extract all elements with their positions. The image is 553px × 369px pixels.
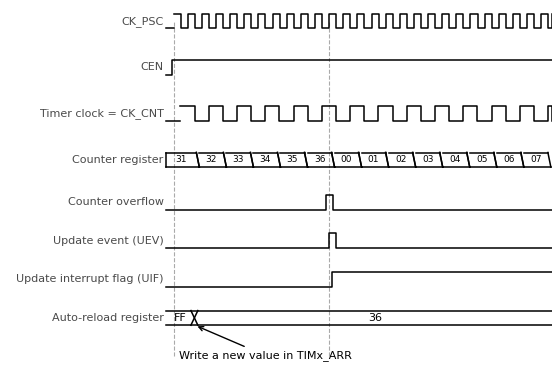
Text: CK_PSC: CK_PSC (121, 15, 164, 27)
Text: 02: 02 (395, 155, 406, 164)
Text: 07: 07 (530, 155, 541, 164)
Text: 05: 05 (476, 155, 488, 164)
Text: 00: 00 (341, 155, 352, 164)
Text: 34: 34 (260, 155, 271, 164)
Text: 04: 04 (449, 155, 461, 164)
Text: 36: 36 (368, 313, 382, 323)
Text: 01: 01 (368, 155, 379, 164)
Text: 31: 31 (175, 155, 187, 164)
Text: Update event (UEV): Update event (UEV) (53, 236, 164, 246)
Text: 33: 33 (233, 155, 244, 164)
Text: Auto-reload register: Auto-reload register (52, 313, 164, 323)
Text: Timer clock = CK_CNT: Timer clock = CK_CNT (40, 108, 164, 119)
Text: 03: 03 (422, 155, 434, 164)
Text: 35: 35 (287, 155, 298, 164)
Text: Write a new value in TIMx_ARR: Write a new value in TIMx_ARR (180, 327, 352, 361)
Text: CEN: CEN (140, 62, 164, 72)
Text: Counter overflow: Counter overflow (67, 197, 164, 207)
Text: Update interrupt flag (UIF): Update interrupt flag (UIF) (16, 274, 164, 284)
Text: 32: 32 (206, 155, 217, 164)
Text: Counter register: Counter register (72, 155, 164, 165)
Text: 36: 36 (314, 155, 325, 164)
Text: 06: 06 (503, 155, 515, 164)
Text: FF: FF (174, 313, 187, 323)
